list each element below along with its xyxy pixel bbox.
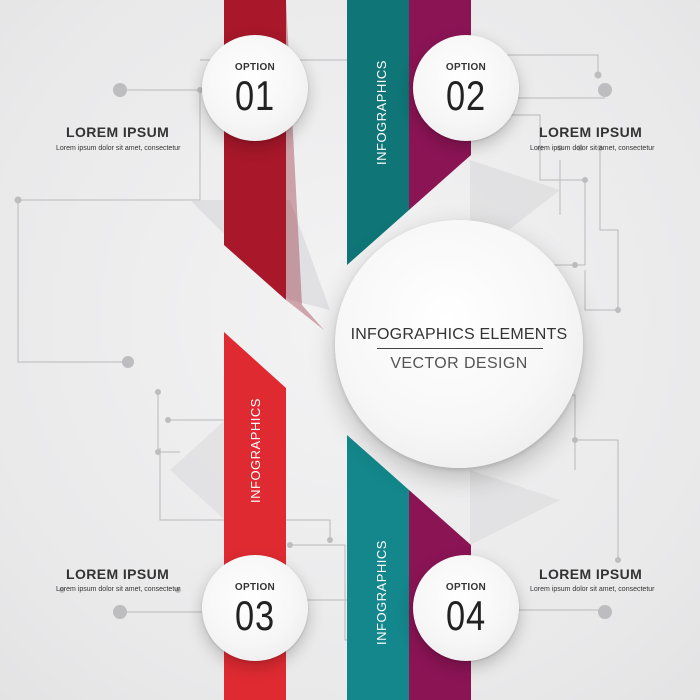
option-04-label: OPTION (445, 582, 487, 593)
option-01-circle: OPTION 01 (202, 35, 308, 141)
option-04-number: 04 (446, 592, 486, 639)
option-03-label: OPTION (234, 582, 276, 593)
ribbon-infographics-top (347, 0, 409, 265)
option-01-label: OPTION (234, 62, 276, 73)
center-subtitle: VECTOR DESIGN (390, 355, 528, 372)
option-02-number: 02 (446, 72, 486, 119)
ribbon-text-top: INFOGRAPHICS (374, 60, 389, 165)
option-02-label: OPTION (445, 62, 487, 73)
option-04-description: Lorem ipsum dolor sit amet, consectetur (530, 586, 655, 593)
option-01-title: LOREM IPSUM (66, 124, 170, 140)
center-divider (377, 348, 543, 349)
option-03-title: LOREM IPSUM (66, 566, 170, 582)
option-03-number: 03 (235, 592, 275, 639)
option-04-title: LOREM IPSUM (539, 566, 643, 582)
ribbon-text-left: INFOGRAPHICS (248, 398, 263, 503)
option-03-circle: OPTION 03 (202, 555, 308, 661)
option-01-description: Lorem ipsum dolor sit amet, consectetur (56, 145, 181, 152)
option-03-description: Lorem ipsum dolor sit amet, consectetur (56, 586, 181, 593)
center-title: INFOGRAPHICS ELEMENTS (350, 326, 568, 343)
option-02-description: Lorem ipsum dolor sit amet, consectetur (530, 145, 655, 152)
ribbon-text-bottom: INFOGRAPHICS (374, 540, 389, 645)
option-02-title: LOREM IPSUM (539, 124, 643, 140)
option-02-circle: OPTION 02 (413, 35, 519, 141)
ribbon-infographics-bottom-right (347, 435, 409, 700)
option-04-circle: OPTION 04 (413, 555, 519, 661)
center-circle: INFOGRAPHICS ELEMENTS VECTOR DESIGN (335, 220, 583, 468)
option-01-number: 01 (235, 72, 275, 119)
